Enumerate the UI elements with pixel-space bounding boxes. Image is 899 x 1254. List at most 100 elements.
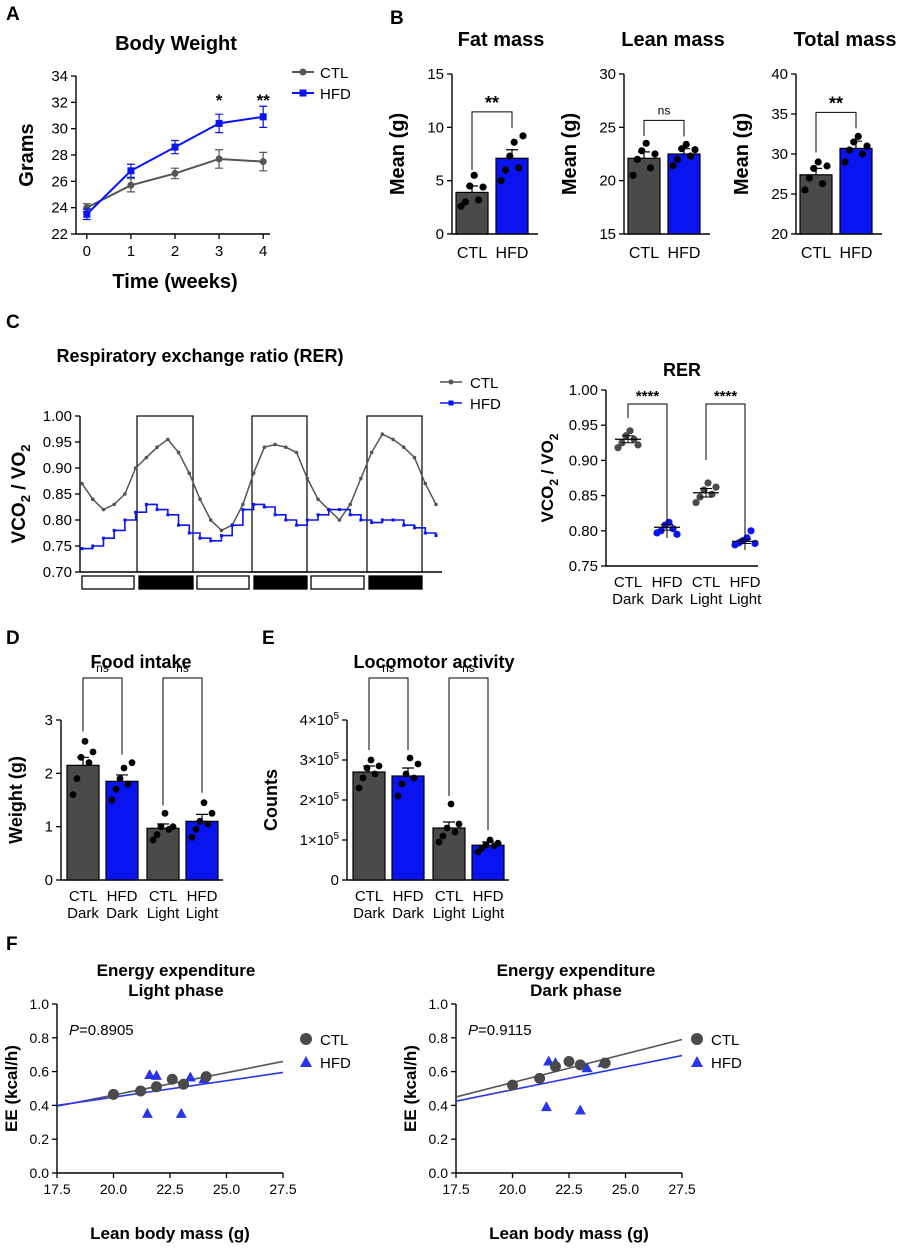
y-tick-label: 35 (771, 106, 788, 123)
x-tick-label: CTL (69, 888, 97, 905)
hfd-point (184, 1071, 196, 1082)
hfd-point (305, 518, 309, 522)
comparison-dark-significance: ns (96, 661, 109, 675)
ctl-point (127, 181, 135, 189)
panel-b-lean-mass: Lean mass 15 20 25 30 Mean (g) CTL HFD ns (559, 29, 725, 262)
ctl-dark-bar (66, 764, 100, 881)
dark-period-bar (138, 575, 194, 590)
y-tick-label: 0.8 (30, 1030, 50, 1046)
ctl-point (200, 1071, 212, 1083)
comparison-significance: ** (829, 93, 843, 113)
y-axis-label-part: / VO (538, 440, 557, 479)
y-tick-label: 40 (771, 66, 788, 83)
hfd-point (101, 536, 105, 540)
y-tick-label: 0.75 (569, 558, 598, 575)
data-point (402, 770, 410, 778)
y-tick-label: 0.6 (30, 1064, 50, 1080)
x-tick-label-phase: Light (186, 905, 219, 922)
y-tick-label: 3×105 (300, 751, 340, 769)
data-point (451, 828, 459, 836)
dark-phase-box (136, 415, 194, 573)
ctl-point (369, 450, 374, 455)
data-point (673, 155, 682, 163)
data-point (814, 158, 822, 166)
x-axis-label: Lean body mass (g) (90, 1224, 250, 1243)
data-point (359, 774, 367, 782)
x-tick-label: 17.5 (43, 1181, 70, 1197)
y-tick-label: 24 (51, 200, 68, 217)
data-point (371, 770, 379, 778)
data-point (482, 841, 490, 849)
data-point (192, 825, 200, 833)
x-tick-label-phase: Light (147, 905, 180, 922)
data-point (128, 759, 136, 767)
data-point (747, 527, 755, 535)
ctl-point (599, 1057, 611, 1069)
p-value-number: =0.8905 (79, 1022, 134, 1039)
data-point (626, 427, 634, 435)
data-point (120, 764, 128, 772)
y-tick-exponent: 5 (333, 791, 339, 802)
hfd-dark-bar (105, 780, 139, 881)
data-point (406, 754, 414, 762)
y-tick-label: 25 (771, 186, 788, 203)
hfd-point (134, 510, 138, 514)
y-tick-label: 30 (771, 146, 788, 163)
data-point (85, 759, 93, 767)
x-tick-label: 1 (127, 243, 135, 260)
ctl-series-line (86, 157, 264, 209)
data-point (89, 748, 97, 756)
y-tick-label: 0.85 (569, 488, 598, 505)
data-point (629, 171, 637, 179)
data-point (651, 150, 659, 158)
x-tick-label: 22.5 (555, 1181, 582, 1197)
ctl-point (337, 518, 342, 522)
data-point (692, 499, 700, 507)
hfd-point (370, 521, 374, 525)
x-tick-label: CTL (629, 245, 659, 262)
data-point (479, 183, 487, 191)
x-tick-label: CTL (149, 888, 177, 905)
data-point (439, 832, 447, 840)
y-tick-label: 26 (51, 173, 68, 190)
data-point (519, 132, 527, 140)
hfd-point (380, 518, 384, 522)
x-tick-label: 20.0 (499, 1181, 526, 1197)
dark-phase-box (251, 415, 308, 573)
y-axis-label: Grams (16, 123, 38, 186)
light-period-bar (81, 575, 135, 590)
data-point (398, 780, 406, 788)
chart-subtitle: Dark phase (530, 981, 622, 1000)
y-axis-label: Counts (261, 769, 281, 831)
y-axis-label: EE (kcal/h) (2, 1045, 21, 1132)
data-point (414, 760, 422, 768)
x-tick-label-phase: Light (472, 905, 505, 922)
y-tick-label: 15 (599, 226, 616, 243)
ctl-bar (455, 191, 489, 235)
ctl-point (534, 1072, 546, 1084)
x-tick-label: 2 (171, 243, 179, 260)
data-point (845, 146, 854, 154)
y-tick-label: 0.0 (30, 1165, 50, 1181)
data-point (410, 774, 418, 782)
ctl-point (549, 1061, 561, 1073)
legend-ctl-marker (299, 68, 307, 76)
hfd-point (150, 1069, 162, 1080)
panel-c-rer-trace: Respiratory exchange ratio (RER) 0.70 0.75… (9, 346, 501, 590)
y-tick-label: 0 (331, 872, 339, 889)
hfd-point (284, 518, 288, 522)
ctl-point (155, 445, 159, 450)
y-tick-label: 4×105 (300, 711, 340, 729)
data-point (394, 792, 402, 800)
ctl-point (273, 442, 277, 447)
panel-e-locomotor-activity: Locomotor activity 0 1×105 2×105 3×105 4×105 C… (261, 652, 515, 922)
x-tick-label: 22.5 (156, 1181, 183, 1197)
chart-title: Energy expenditure (497, 961, 656, 980)
ctl-point (391, 437, 395, 442)
y-tick-exponent: 5 (333, 751, 339, 762)
x-tick-label: 25.0 (612, 1181, 639, 1197)
ctl-point (166, 437, 170, 442)
y-tick-label: 0.4 (429, 1097, 449, 1113)
data-point (638, 147, 646, 155)
